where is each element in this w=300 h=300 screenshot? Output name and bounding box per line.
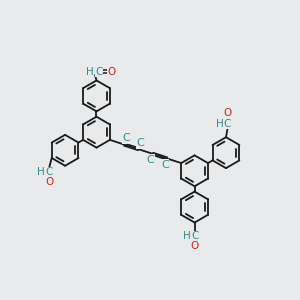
Text: H: H [216, 118, 224, 128]
Text: H: H [86, 67, 94, 76]
Text: O: O [223, 108, 232, 118]
Text: O: O [190, 241, 199, 251]
Text: C: C [191, 231, 198, 241]
Text: H: H [37, 167, 45, 177]
Text: C: C [136, 138, 144, 148]
Text: C: C [224, 118, 231, 128]
Text: C: C [122, 133, 130, 143]
Text: O: O [45, 177, 53, 188]
Text: O: O [108, 67, 116, 76]
Text: C: C [147, 155, 154, 165]
Text: H: H [183, 231, 191, 241]
Text: C: C [161, 160, 169, 170]
Text: C: C [46, 167, 53, 177]
Text: C: C [95, 67, 103, 76]
